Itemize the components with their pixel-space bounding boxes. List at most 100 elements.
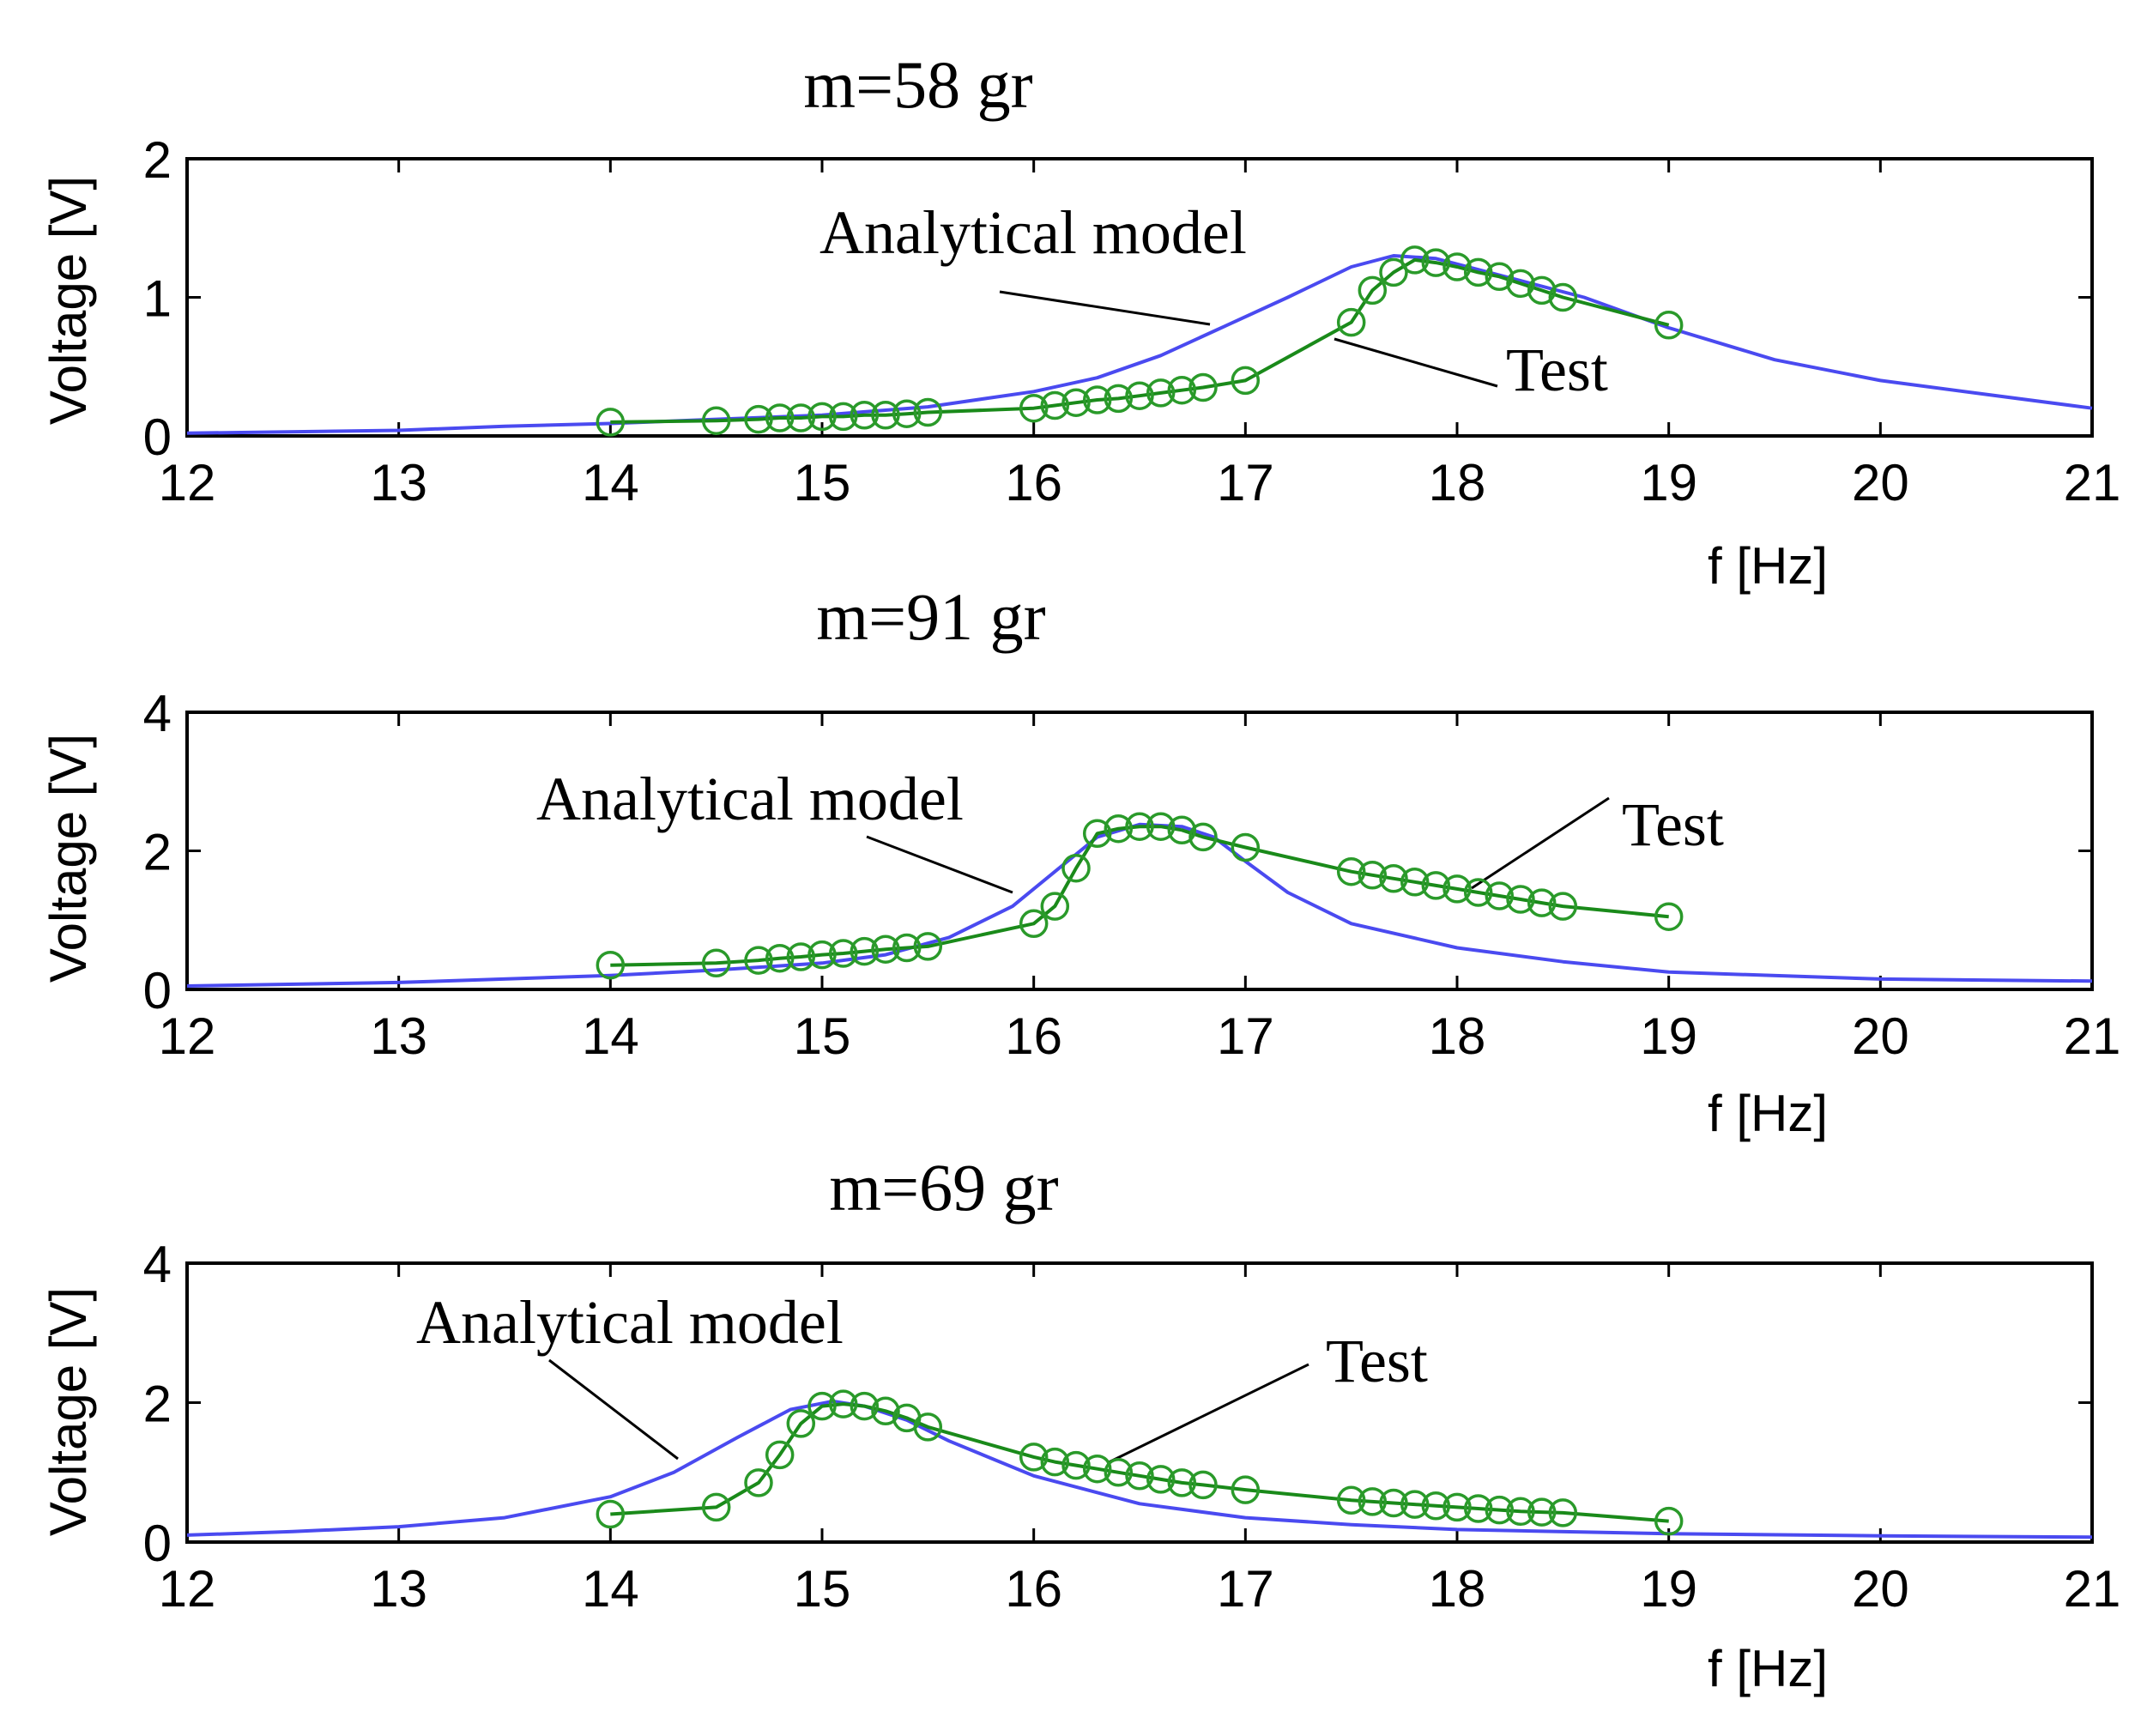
x-tick-label: 13 bbox=[370, 1560, 427, 1618]
annotation-test: Test bbox=[1622, 790, 1724, 859]
x-tick-label: 12 bbox=[159, 1007, 216, 1065]
y-tick-label: 4 bbox=[143, 1236, 172, 1293]
test-data-point bbox=[1231, 1475, 1261, 1504]
y-tick-label: 1 bbox=[143, 270, 172, 328]
test-data-point bbox=[596, 950, 626, 980]
x-tick-label: 21 bbox=[2064, 1007, 2121, 1065]
y-tick-label: 2 bbox=[143, 131, 172, 189]
test-data-point bbox=[1336, 856, 1366, 886]
annotation-analytical-model: Analytical model bbox=[819, 198, 1247, 267]
test-data-point bbox=[1040, 1447, 1070, 1477]
panel-title: m=91 gr bbox=[816, 579, 1045, 654]
test-data-point bbox=[1654, 1506, 1684, 1536]
test-data-point bbox=[913, 932, 943, 961]
test-data-point bbox=[1125, 1461, 1154, 1491]
test-data-point bbox=[1188, 822, 1218, 852]
annotation-leader-analytical bbox=[999, 290, 1211, 326]
y-tick-label: 0 bbox=[143, 1515, 172, 1572]
test-data-point bbox=[1506, 885, 1535, 914]
test-data-point bbox=[1146, 378, 1176, 408]
x-tick-label: 15 bbox=[794, 1007, 851, 1065]
test-data-point bbox=[850, 936, 880, 966]
test-data-point bbox=[1527, 888, 1557, 917]
panel-title: m=58 gr bbox=[803, 47, 1032, 122]
test-data-point bbox=[807, 402, 837, 432]
test-data-point bbox=[892, 933, 922, 963]
x-tick-label: 20 bbox=[1852, 454, 1909, 511]
annotation-test: Test bbox=[1506, 336, 1608, 404]
test-data-point bbox=[1082, 385, 1112, 414]
test-data-point bbox=[1654, 311, 1684, 340]
x-tick-label: 15 bbox=[794, 454, 851, 511]
test-data-point bbox=[1040, 892, 1070, 921]
test-data-point bbox=[828, 1389, 858, 1418]
annotation-test: Test bbox=[1326, 1327, 1428, 1395]
test-data-point bbox=[701, 1492, 731, 1522]
test-data-point bbox=[1167, 1468, 1197, 1497]
test-data-point bbox=[892, 399, 922, 428]
x-tick-label: 12 bbox=[159, 1560, 216, 1618]
x-tick-label: 19 bbox=[1640, 454, 1697, 511]
test-data-point bbox=[1654, 902, 1684, 931]
x-tick-label: 16 bbox=[1005, 1007, 1062, 1065]
x-tick-label: 16 bbox=[1005, 1560, 1062, 1618]
test-data-point bbox=[1358, 275, 1388, 305]
test-data-point bbox=[1167, 375, 1197, 405]
test-data-point bbox=[1485, 262, 1515, 292]
test-data-point bbox=[1485, 1495, 1515, 1525]
test-data-point bbox=[1463, 257, 1493, 287]
x-tick-label: 21 bbox=[2064, 454, 2121, 511]
test-data-point bbox=[765, 943, 795, 973]
test-data-point bbox=[1400, 1490, 1430, 1519]
annotation-leader-analytical bbox=[866, 835, 1013, 894]
test-data-point bbox=[1336, 1485, 1366, 1515]
test-data-point bbox=[1061, 388, 1091, 417]
x-tick-label: 18 bbox=[1429, 454, 1486, 511]
test-data-point bbox=[1379, 1488, 1408, 1518]
test-data-point bbox=[1125, 381, 1154, 410]
test-data-point bbox=[1548, 282, 1578, 312]
x-tick-label: 19 bbox=[1640, 1560, 1697, 1618]
y-axis-label: Voltage [V] bbox=[39, 1287, 97, 1536]
test-data-point bbox=[850, 401, 880, 430]
test-data-point bbox=[1167, 815, 1197, 845]
analytical-model-line bbox=[186, 254, 2093, 435]
test-data-point bbox=[1358, 861, 1388, 890]
x-tick-label: 17 bbox=[1217, 1007, 1274, 1065]
test-data-point bbox=[596, 408, 626, 437]
test-data-point bbox=[828, 939, 858, 968]
test-data-point bbox=[1400, 868, 1430, 897]
x-axis-label: f [Hz] bbox=[1708, 537, 1828, 595]
test-data-point bbox=[871, 935, 900, 964]
annotation-analytical-model: Analytical model bbox=[416, 1288, 844, 1357]
test-data-point bbox=[1379, 864, 1408, 893]
y-tick-label: 2 bbox=[143, 1376, 172, 1433]
test-data-point bbox=[1082, 819, 1112, 849]
x-axis-label: f [Hz] bbox=[1708, 1085, 1828, 1142]
annotation-leader-test bbox=[1471, 796, 1610, 890]
x-tick-label: 13 bbox=[370, 454, 427, 511]
annotation-leader-analytical bbox=[548, 1358, 679, 1461]
y-tick-label: 2 bbox=[143, 824, 172, 881]
test-data-point bbox=[1421, 1491, 1451, 1521]
test-data-point bbox=[1061, 853, 1091, 883]
x-tick-label: 19 bbox=[1640, 1007, 1697, 1065]
test-data-point bbox=[1336, 307, 1366, 337]
y-tick-label: 0 bbox=[143, 962, 172, 1019]
x-tick-label: 14 bbox=[582, 1007, 639, 1065]
test-data-point bbox=[1548, 1498, 1578, 1527]
test-data-point bbox=[1040, 390, 1070, 420]
test-data-point bbox=[1463, 1494, 1493, 1523]
test-data-point bbox=[1379, 257, 1408, 287]
analytical-model-line bbox=[186, 1399, 2093, 1539]
test-data-point bbox=[913, 1412, 943, 1442]
panel-m91: m=91 gr Voltage [V] f [Hz] Analytical mo… bbox=[39, 579, 2120, 1142]
test-data-point bbox=[1061, 1450, 1091, 1480]
test-data-point bbox=[1506, 1497, 1535, 1527]
test-data-point bbox=[765, 1440, 795, 1470]
test-data-point bbox=[1104, 384, 1134, 414]
test-data-point bbox=[1125, 812, 1154, 841]
y-axis-label: Voltage [V] bbox=[39, 176, 97, 425]
test-data-point bbox=[1506, 269, 1535, 299]
